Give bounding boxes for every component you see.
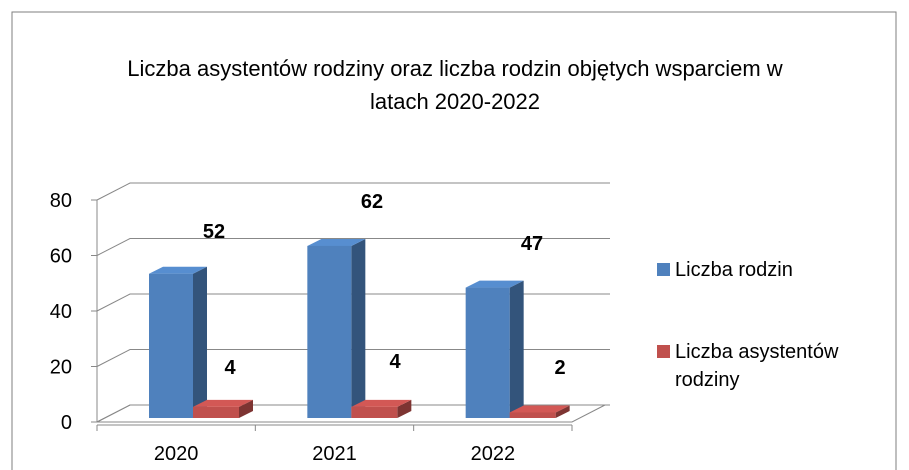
bar bbox=[465, 287, 510, 418]
bar-side bbox=[239, 399, 253, 418]
grid-line bbox=[96, 404, 610, 423]
data-label: 2 bbox=[554, 357, 565, 379]
bar-side bbox=[509, 280, 524, 418]
y-tick-label: 80 bbox=[50, 190, 72, 212]
y-tick-label: 0 bbox=[61, 412, 72, 434]
bar-top bbox=[351, 399, 412, 407]
data-label: 62 bbox=[361, 191, 383, 213]
bar-side bbox=[351, 238, 366, 418]
data-label: 4 bbox=[389, 351, 401, 373]
grid-line bbox=[96, 182, 610, 201]
bar bbox=[149, 273, 193, 418]
legend-swatch bbox=[657, 263, 670, 276]
data-label: 52 bbox=[203, 221, 225, 243]
bar-top bbox=[465, 280, 524, 288]
bar-side bbox=[397, 399, 412, 418]
bar-side bbox=[555, 405, 570, 418]
data-label: 47 bbox=[521, 233, 543, 255]
y-tick-label: 40 bbox=[50, 301, 72, 323]
grid-line bbox=[96, 238, 610, 256]
bar-top bbox=[149, 266, 207, 274]
legend-label: Liczba asystentów rodziny bbox=[675, 341, 839, 391]
chart-title: Liczba asystentów rodziny oraz liczba ro… bbox=[127, 56, 783, 114]
bar bbox=[193, 406, 239, 418]
bar-top bbox=[509, 405, 570, 413]
y-tick-label: 60 bbox=[50, 246, 72, 268]
bar-top bbox=[193, 399, 253, 407]
legend-label: Liczba rodzin bbox=[675, 259, 793, 281]
x-tick-label: 2022 bbox=[471, 443, 516, 465]
bar-side bbox=[193, 266, 207, 418]
data-label: 4 bbox=[224, 357, 236, 379]
bar bbox=[509, 412, 556, 418]
x-tick-label: 2021 bbox=[312, 443, 357, 465]
grid-line bbox=[96, 293, 610, 312]
grid-line bbox=[96, 349, 610, 367]
x-tick-label: 2020 bbox=[154, 443, 199, 465]
bar bbox=[351, 406, 398, 418]
title-box: Liczba asystentów rodziny oraz liczba ro… bbox=[127, 56, 783, 114]
bar bbox=[307, 245, 352, 418]
y-tick-label: 20 bbox=[50, 357, 72, 379]
legend-swatch bbox=[657, 345, 670, 358]
bar-top bbox=[307, 238, 366, 246]
